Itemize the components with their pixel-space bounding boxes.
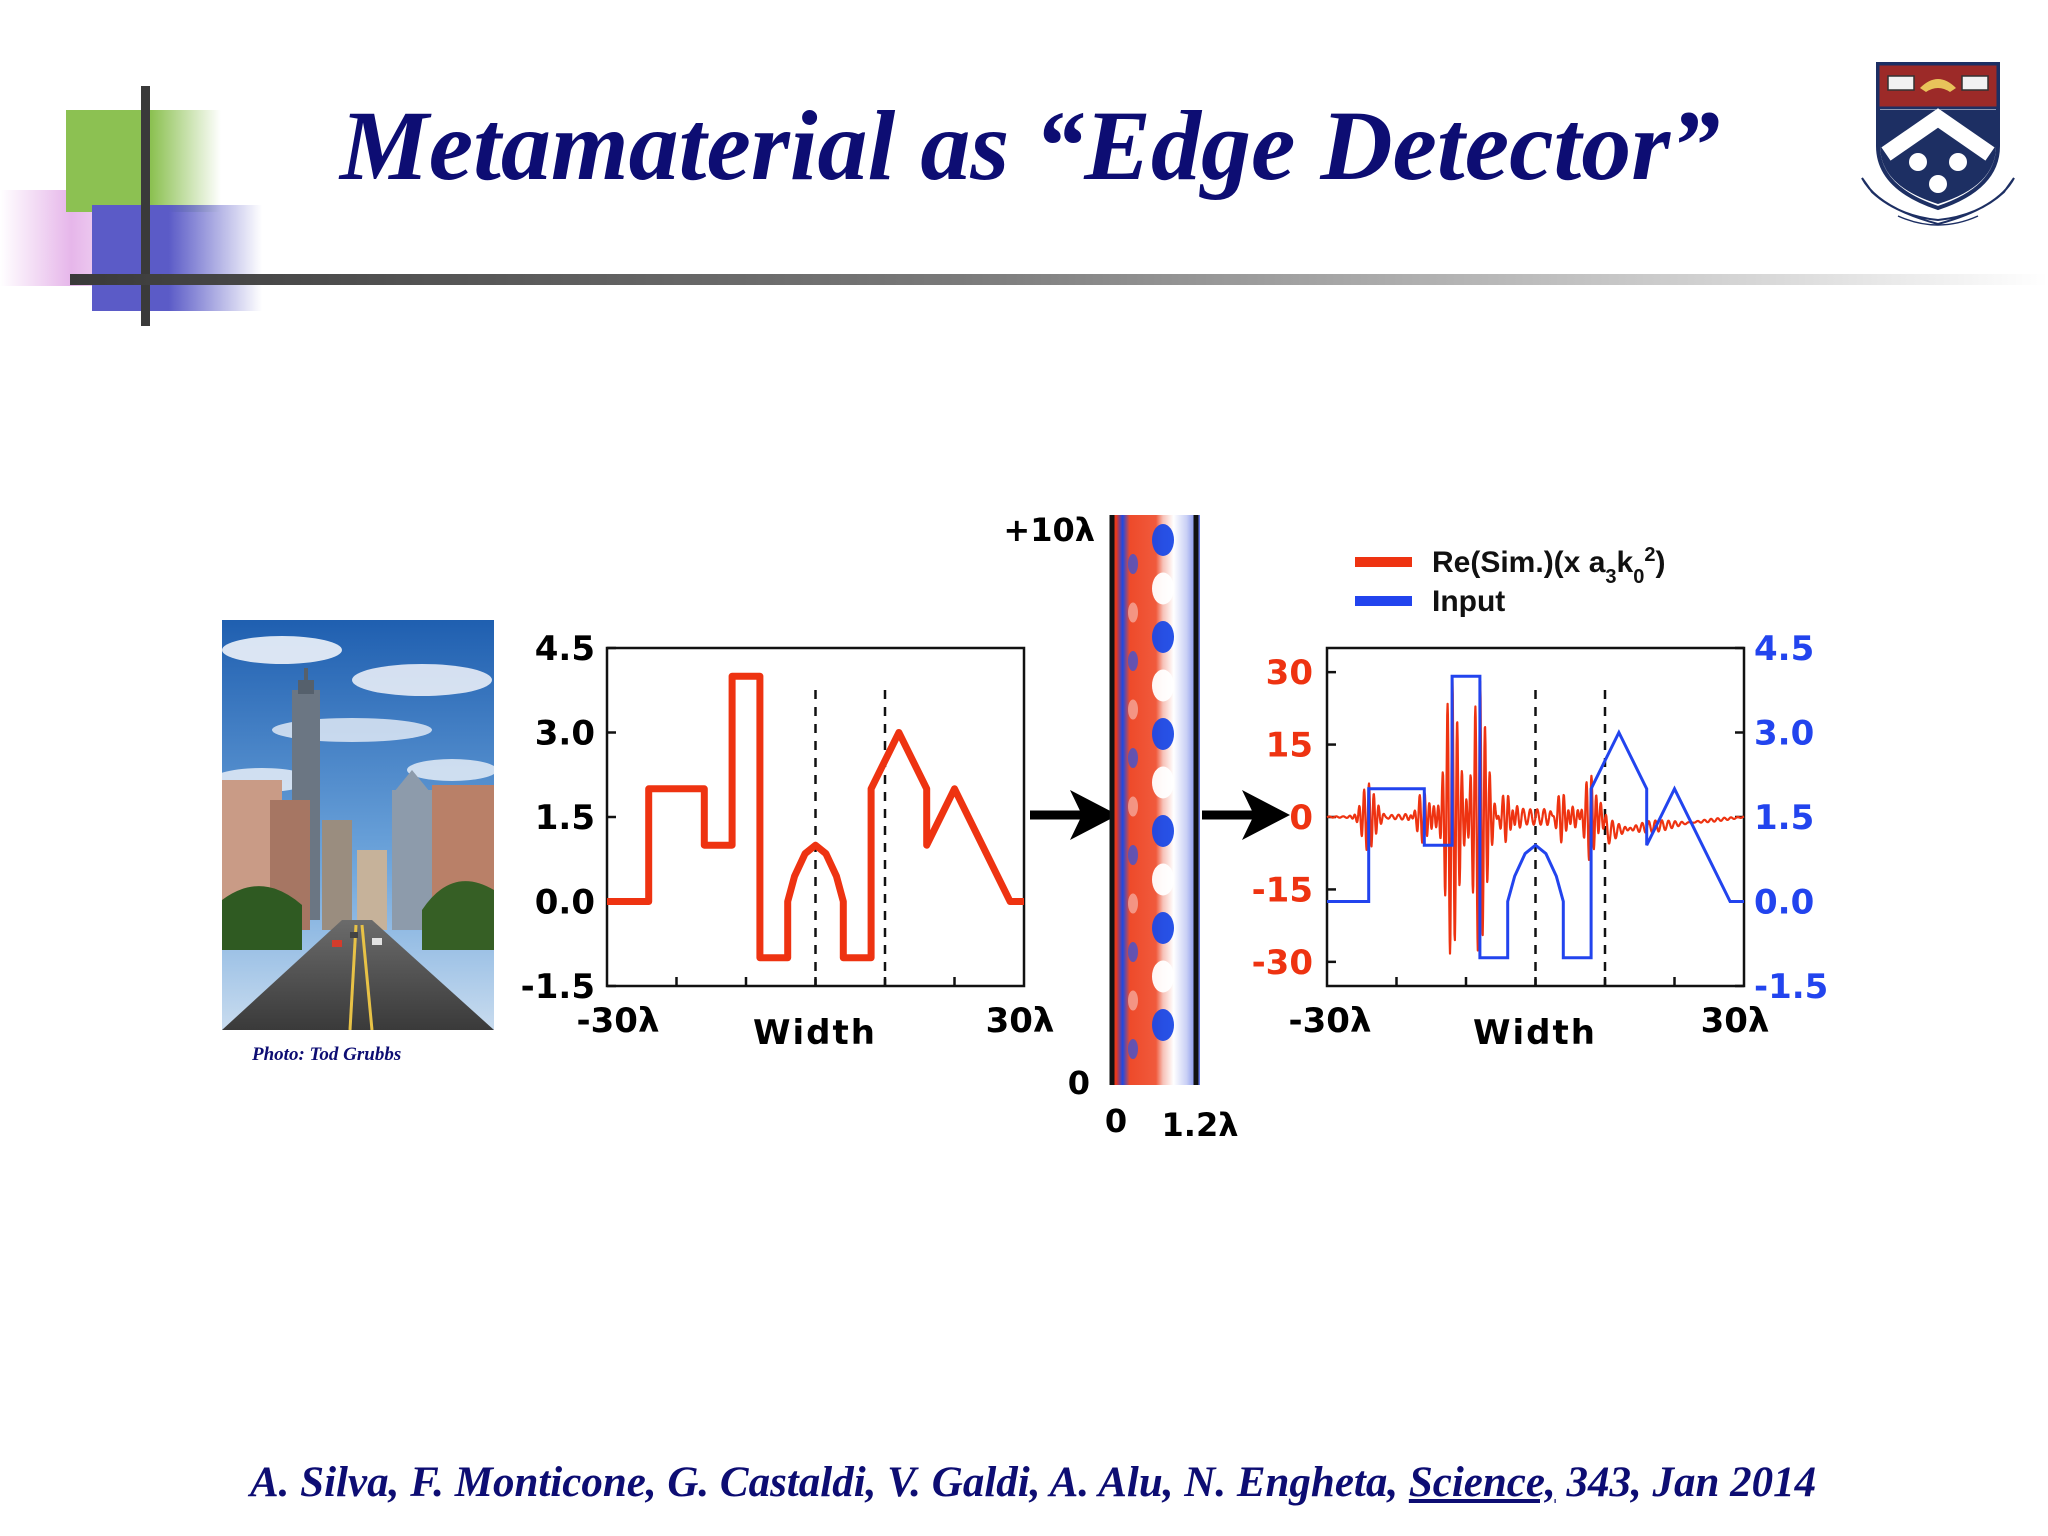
- field-blob: [1152, 863, 1174, 896]
- city-street-photo: [222, 620, 494, 1030]
- field-blob: [1128, 748, 1138, 768]
- field-blob: [1128, 651, 1138, 671]
- field-blob: [1128, 1039, 1138, 1059]
- legend-input-label: Input: [1432, 585, 1505, 618]
- left-input-profile-line: [607, 672, 1024, 962]
- citation-authors: A. Silva, F. Monticone, G. Castaldi, V. …: [250, 1459, 1409, 1506]
- heatmap-y-bottom-label: 0: [1068, 1064, 1090, 1102]
- field-blob: [1128, 796, 1138, 817]
- field-blob: [1128, 602, 1138, 623]
- metamaterial-field-heatmap: +10λ 0 0 1.2λ: [1003, 511, 1238, 1144]
- field-blob: [1152, 524, 1174, 556]
- university-crest-logo: [1861, 62, 2015, 226]
- slide-title: Metamaterial as “Edge Detector”: [339, 90, 1721, 201]
- right-right-y-tick-label: 0.0: [1754, 883, 1814, 923]
- field-blob: [1152, 815, 1174, 847]
- decor-vertical-bar: [141, 86, 150, 326]
- citation-details: 343, Jan 2014: [1555, 1459, 1817, 1506]
- left-y-tick-label: 0.0: [535, 883, 595, 923]
- right-right-y-tick-label: 4.5: [1754, 629, 1814, 669]
- citation: A. Silva, F. Monticone, G. Castaldi, V. …: [250, 1458, 1950, 1507]
- right-right-y-tick-label: 1.5: [1754, 798, 1814, 838]
- field-blob: [1128, 942, 1138, 962]
- arrow-out-of-metamaterial: [1202, 790, 1290, 840]
- left-x-tick-label: -30λ: [577, 1001, 660, 1041]
- heatmap-x-right-label: 1.2λ: [1162, 1106, 1239, 1144]
- legend: Re(Sim.)(x a3k02) Input: [1355, 544, 1665, 618]
- right-left-y-tick-label: 30: [1266, 653, 1313, 693]
- legend-sim-label: Re(Sim.)(x a3k02): [1432, 544, 1665, 588]
- field-blob: [1152, 669, 1174, 702]
- photo-credit: Photo: Tod Grubbs: [252, 1044, 402, 1065]
- right-left-y-tick-label: 0: [1289, 798, 1313, 838]
- input-line: [1327, 674, 1744, 960]
- field-blob: [1152, 960, 1174, 993]
- right-chart: 30 15 0 -15 -30 4.5 3.0 1.5 0.0 -1.5 -30…: [1252, 544, 1829, 1053]
- field-blob: [1152, 718, 1174, 750]
- right-x-tick-label: -30λ: [1289, 1001, 1372, 1041]
- right-right-y-tick-label: 3.0: [1754, 714, 1814, 754]
- right-left-y-tick-label: -30: [1252, 943, 1313, 983]
- heatmap-x-left-label: 0: [1105, 1102, 1127, 1140]
- field-blob: [1128, 845, 1138, 865]
- left-chart: 4.5 3.0 1.5 0.0 -1.5 -30λ 30λ Width: [521, 629, 1055, 1053]
- decor-blue-square: [92, 205, 262, 311]
- left-y-tick-label: 3.0: [535, 714, 595, 754]
- heatmap-y-top-label: +10λ: [1003, 511, 1095, 549]
- left-y-tick-label: 4.5: [535, 629, 595, 669]
- right-right-y-tick-label: -1.5: [1754, 967, 1828, 1007]
- citation-journal-link[interactable]: Science,: [1408, 1459, 1556, 1506]
- right-left-y-tick-label: 15: [1266, 726, 1313, 766]
- field-blob: [1152, 621, 1174, 653]
- field-blob: [1152, 766, 1174, 799]
- left-x-axis-label: Width: [753, 1013, 877, 1053]
- field-blob: [1128, 990, 1138, 1011]
- right-left-y-tick-label: -15: [1252, 870, 1313, 910]
- field-blob: [1152, 1009, 1174, 1041]
- field-blobs: [1128, 524, 1174, 1059]
- decor-horizontal-rule: [70, 274, 2048, 285]
- field-blob: [1128, 893, 1138, 914]
- arrow-into-metamaterial: [1030, 790, 1118, 840]
- field-blob: [1128, 699, 1138, 720]
- left-x-tick-label: 30λ: [986, 1001, 1055, 1041]
- field-blob: [1152, 912, 1174, 944]
- left-y-tick-label: -1.5: [521, 967, 595, 1007]
- field-blob: [1152, 572, 1174, 605]
- right-x-axis-label: Width: [1473, 1013, 1597, 1053]
- left-y-tick-label: 1.5: [535, 798, 595, 838]
- right-x-tick-label: 30λ: [1701, 1001, 1770, 1041]
- simulation-output-line: [1326, 676, 1745, 955]
- field-blob: [1128, 554, 1138, 574]
